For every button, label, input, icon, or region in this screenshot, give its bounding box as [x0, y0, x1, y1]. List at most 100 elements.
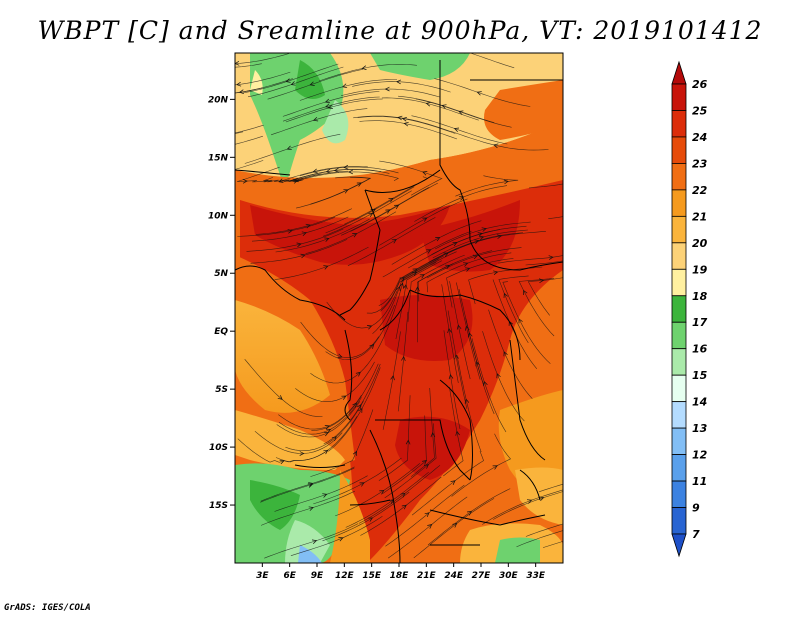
streamline	[328, 367, 381, 452]
streamline	[255, 208, 353, 235]
streamline-arrow	[397, 115, 403, 121]
streamline	[411, 451, 484, 516]
streamline-arrow	[301, 231, 307, 236]
streamline	[397, 311, 409, 412]
streamline	[235, 131, 244, 134]
colorbar-swatch	[671, 295, 687, 323]
colorbar-label: 22	[692, 184, 708, 197]
streamline	[379, 160, 443, 196]
streamline	[264, 523, 359, 559]
streamline-arrow	[399, 277, 405, 282]
colorbar-label: 18	[692, 290, 708, 303]
colorbar-label: 26	[692, 78, 708, 91]
streamline	[290, 516, 383, 556]
streamline-arrow	[597, 204, 602, 208]
streamlines	[235, 53, 602, 559]
colorbar-swatch	[671, 163, 687, 191]
lat-tick-label: 5N	[214, 269, 228, 279]
streamline	[325, 304, 395, 361]
streamline	[279, 166, 368, 182]
streamline-arrow	[493, 143, 499, 149]
streamline-arrow	[464, 398, 470, 404]
streamline-arrow	[564, 528, 569, 532]
streamline	[455, 175, 519, 197]
streamline	[528, 183, 563, 189]
streamline	[414, 185, 508, 222]
streamline	[353, 115, 452, 132]
streamline-arrow	[443, 252, 449, 257]
lat-tick-label: EQ	[214, 327, 228, 337]
colorbar-swatch	[671, 268, 687, 297]
streamline-arrow	[463, 262, 469, 267]
colorbar-label: 21	[692, 210, 707, 223]
streamline	[267, 69, 363, 100]
streamline	[426, 252, 512, 293]
streamline	[384, 258, 439, 336]
streamline	[434, 78, 531, 107]
colorbar-label: 25	[692, 104, 708, 117]
streamline-arrow	[401, 116, 407, 122]
streamline-arrow	[343, 164, 349, 170]
colorbar-swatch	[671, 348, 687, 376]
streamline	[518, 277, 555, 337]
streamline-arrow	[396, 79, 402, 85]
streamline-arrow	[574, 519, 579, 523]
streamline-arrow	[447, 327, 452, 334]
streamline	[542, 541, 563, 548]
streamline-arrow	[503, 351, 508, 357]
colorbar-swatch	[671, 507, 687, 535]
colorbar-label: 14	[692, 396, 707, 409]
streamline-arrow	[307, 483, 314, 488]
streamline	[380, 251, 457, 312]
streamline	[415, 98, 512, 128]
lon-tick-label: 27E	[472, 571, 492, 581]
streamline-arrow	[453, 127, 460, 132]
map-title: WBPT [C] and Sreamline at 900hPa, VT: 20…	[37, 16, 763, 45]
streamline	[395, 260, 442, 340]
lon-tick-label: 6E	[283, 571, 296, 581]
streamline	[498, 255, 563, 264]
streamline	[378, 395, 411, 481]
streamline	[443, 330, 461, 430]
streamline-arrow	[419, 274, 425, 279]
streamline-arrow	[385, 209, 391, 214]
streamline-arrow	[448, 374, 454, 380]
streamline	[525, 260, 563, 266]
streamline	[427, 488, 511, 546]
streamline-arrow	[394, 204, 400, 210]
streamline-arrow	[384, 86, 390, 92]
streamline	[235, 71, 291, 86]
colorbar-label: 20	[692, 237, 708, 250]
colorbar-swatch	[671, 454, 687, 482]
streamline-arrow	[427, 524, 433, 529]
colorbar-top-arrow	[671, 60, 687, 85]
streamline	[304, 171, 400, 182]
streamline-arrow	[287, 229, 293, 234]
streamline-arrow	[311, 539, 318, 544]
streamline	[465, 318, 495, 415]
streamline	[322, 491, 410, 542]
streamline	[296, 177, 372, 209]
streamline	[235, 160, 264, 170]
streamline	[285, 98, 383, 123]
streamline	[449, 281, 471, 380]
streamline-arrow	[538, 278, 545, 283]
streamline	[274, 475, 368, 512]
lat-tick-label: 15N	[208, 153, 229, 163]
lat-tick-label: 5S	[215, 385, 228, 395]
colorbar-label: 11	[692, 475, 707, 488]
colorbar-label: 16	[692, 343, 708, 356]
lon-tick-label: 12E	[335, 571, 355, 581]
colorbar-swatch	[671, 242, 687, 270]
lon-tick-label: 21E	[417, 571, 437, 581]
streamline-arrow	[450, 480, 456, 485]
streamline	[237, 438, 327, 463]
streamline	[235, 135, 263, 145]
streamline	[260, 467, 355, 503]
streamline	[282, 91, 380, 117]
streamline	[498, 275, 529, 344]
streamline	[271, 108, 368, 136]
streamline-arrow	[548, 255, 554, 260]
streamline	[469, 53, 515, 69]
streamline	[358, 465, 441, 524]
